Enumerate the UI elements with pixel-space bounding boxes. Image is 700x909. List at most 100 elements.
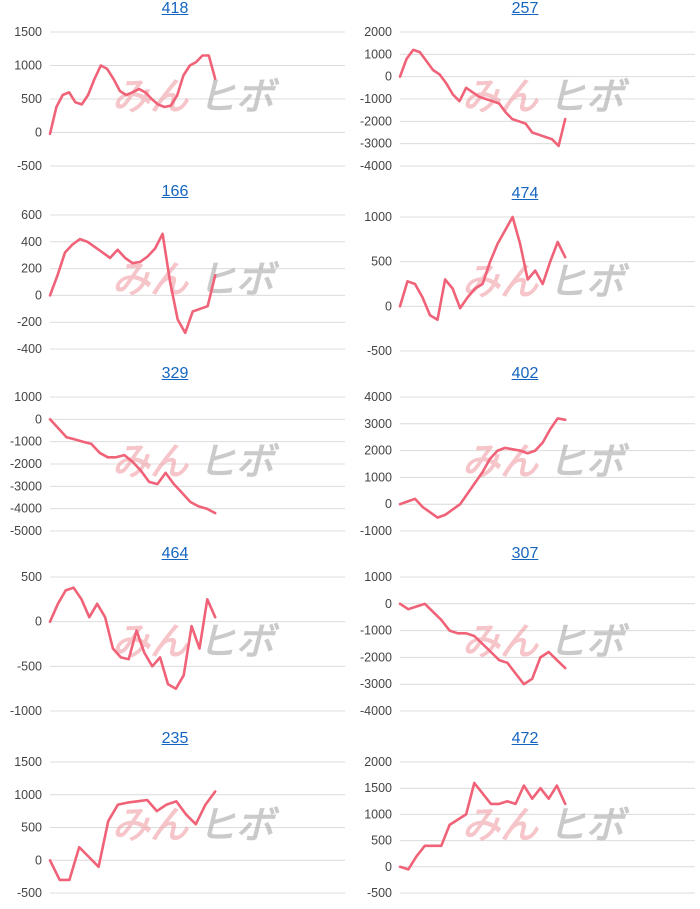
y-tick-label: 500 [21,92,42,106]
line-chart: 1500 1000 500 0 -500 みん ヒボ [14,755,345,900]
chart-title-link[interactable]: 329 [161,365,189,382]
y-tick-label: 500 [371,834,392,848]
line-chart: 1000 0 -1000 -2000 -3000 -4000 -5000 みん ヒボ [10,390,345,538]
y-tick-label: -500 [17,659,42,673]
chart-panel: 329 1000 0 -1000 -2000 -3000 -4000 -5000 みん ヒボ [0,365,350,547]
watermark-text: ヒボ [198,620,280,664]
y-tick-label: 1500 [364,781,392,795]
y-tick-label: -3000 [10,479,42,493]
series-line [398,417,567,519]
watermark-text: ヒボ [548,803,630,847]
chart-title-link[interactable]: 402 [511,365,539,382]
y-tick-label: 500 [21,821,42,835]
watermark-text: みん [112,440,189,484]
y-tick-label: -1000 [10,435,42,449]
series-line [398,781,567,871]
line-chart: 1000 500 0 -500 みん ヒボ [364,210,695,358]
y-tick-label: -4000 [360,159,392,173]
watermark-text: みん [462,803,539,847]
watermark-text: ヒボ [198,75,280,119]
watermark-text: ヒボ [548,260,630,304]
line-chart: 1000 0 -1000 -2000 -3000 -4000 みん ヒボ [360,570,695,718]
watermark-logo: みん ヒボ [112,440,280,484]
y-tick-label: 1000 [364,470,392,484]
watermark-text: ヒボ [198,440,280,484]
watermark-logo: みん ヒボ [112,803,280,847]
y-tick-label: 2000 [364,444,392,458]
y-tick-label: -1000 [360,92,392,106]
y-tick-label: -3000 [360,677,392,691]
watermark-logo: みん ヒボ [112,620,280,664]
y-tick-label: 0 [35,288,42,302]
y-tick-label: 0 [385,299,392,313]
chart-title-link[interactable]: 472 [511,730,539,747]
line-chart: 1500 1000 500 0 -500 みん ヒボ [14,25,345,173]
y-tick-label: 2000 [364,25,392,39]
chart-panel: 464 500 0 -500 -1000 みん ヒボ [0,545,350,727]
y-tick-label: -200 [17,315,42,329]
chart-title-link[interactable]: 257 [511,0,539,17]
chart-title-link[interactable]: 474 [511,185,539,202]
y-tick-label: -2000 [10,457,42,471]
line-chart: 500 0 -500 -1000 みん ヒボ [10,570,345,718]
watermark-text: ヒボ [548,75,630,119]
watermark-logo: みん ヒボ [462,803,630,847]
y-tick-label: 1000 [14,59,42,73]
chart-title-link[interactable]: 464 [161,545,189,562]
y-tick-label: 0 [385,860,392,874]
y-tick-label: -1000 [360,524,392,538]
watermark-text: みん [112,803,189,847]
y-tick-label: 200 [21,262,42,276]
series-line [48,54,217,136]
watermark-text: みん [462,260,539,304]
y-tick-label: 1000 [364,807,392,821]
y-tick-label: -500 [367,344,392,358]
y-tick-label: -4000 [360,704,392,718]
chart-title-link[interactable]: 307 [511,545,539,562]
chart-panel: 472 2000 1500 1000 500 0 -500 みん ヒボ [350,730,700,909]
y-tick-label: 500 [21,570,42,584]
watermark-text: みん [112,620,189,664]
y-tick-label: 0 [35,412,42,426]
watermark-text: みん [462,75,539,119]
y-tick-label: 2000 [364,755,392,769]
y-tick-label: 1500 [14,25,42,39]
line-chart: 600 400 200 0 -200 -400 みん ヒボ [17,208,345,356]
watermark-text: みん [462,620,539,664]
chart-panel: 402 4000 3000 2000 1000 0 -1000 みん ヒボ [350,365,700,547]
series-line [398,602,567,686]
series-line [48,790,217,882]
y-tick-label: 500 [371,255,392,269]
chart-title-link[interactable]: 418 [161,0,189,17]
watermark-text: みん [112,258,189,302]
y-tick-label: -4000 [10,502,42,516]
watermark-logo: みん ヒボ [112,258,280,302]
chart-title-link[interactable]: 166 [161,183,189,200]
chart-panel: 307 1000 0 -1000 -2000 -3000 -4000 みん ヒボ [350,545,700,727]
line-chart: 2000 1000 0 -1000 -2000 -3000 -4000 みん ヒボ [360,25,695,173]
watermark-text: ヒボ [548,440,630,484]
chart-panel: 418 1500 1000 500 0 -500 みん ヒボ [0,0,350,182]
chart-title-link[interactable]: 235 [161,730,189,747]
line-chart: 4000 3000 2000 1000 0 -1000 みん ヒボ [360,390,695,538]
y-tick-label: -5000 [10,524,42,538]
y-tick-label: 0 [35,126,42,140]
series-line [398,215,567,321]
y-tick-label: 0 [35,853,42,867]
chart-panel: 166 600 400 200 0 -200 -400 みん ヒボ [0,183,350,365]
y-tick-label: -400 [17,342,42,356]
watermark-text: ヒボ [548,620,630,664]
y-tick-label: 1000 [364,47,392,61]
y-tick-label: 0 [385,70,392,84]
y-tick-label: 1000 [14,788,42,802]
series-line [48,586,217,690]
y-tick-label: -500 [17,886,42,900]
chart-panel: 257 2000 1000 0 -1000 -2000 -3000 -4000 みん ヒボ [350,0,700,182]
chart-panel: 474 1000 500 0 -500 みん ヒボ [350,185,700,367]
watermark-logo: みん ヒボ [462,260,630,304]
watermark-logo: みん ヒボ [462,440,630,484]
y-tick-label: -2000 [360,114,392,128]
watermark-logo: みん ヒボ [462,620,630,664]
watermark-logo: みん ヒボ [462,75,630,119]
line-chart: 2000 1500 1000 500 0 -500 みん ヒボ [364,755,695,900]
